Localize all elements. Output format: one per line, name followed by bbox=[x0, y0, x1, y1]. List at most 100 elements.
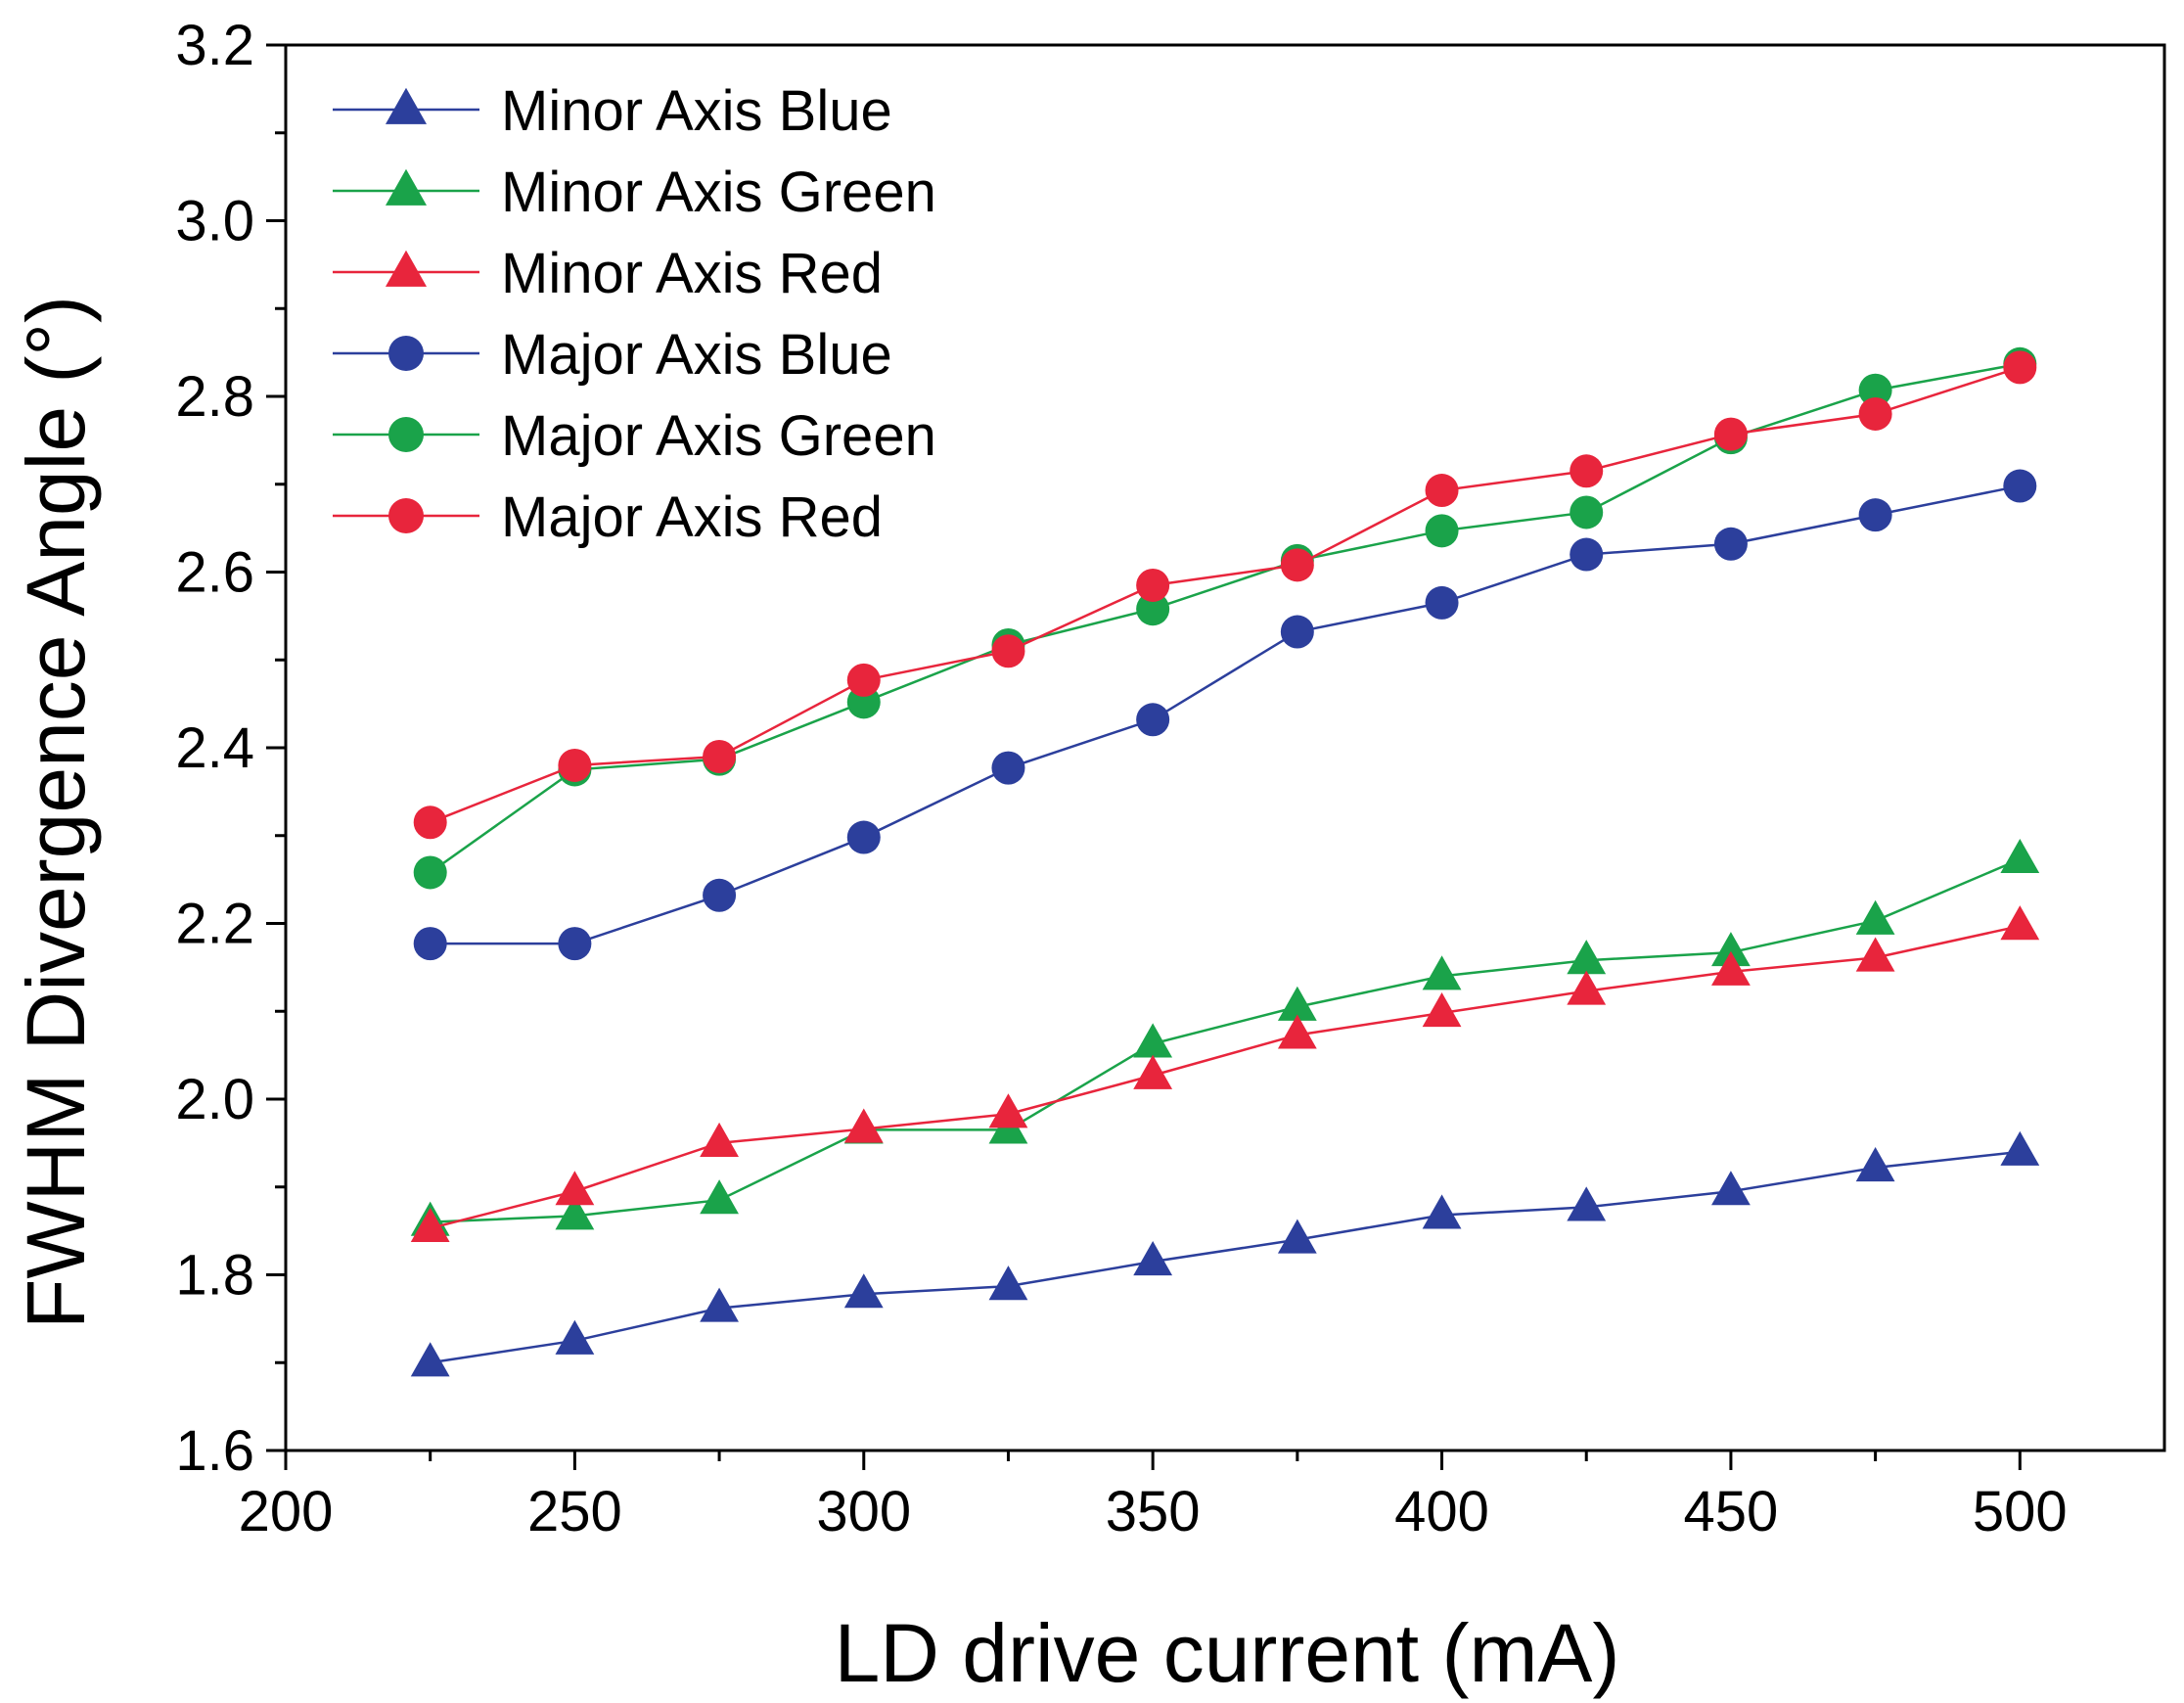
data-point bbox=[1858, 498, 1892, 532]
legend-label: Minor Axis Green bbox=[501, 161, 936, 224]
y-tick-label: 2.2 bbox=[175, 893, 254, 956]
data-point bbox=[1133, 1240, 1173, 1276]
legend-marker bbox=[388, 498, 424, 533]
series-line bbox=[430, 366, 2021, 824]
series-major-axis-red bbox=[413, 350, 2037, 840]
data-point bbox=[846, 820, 881, 854]
data-point bbox=[1711, 1171, 1751, 1206]
data-point bbox=[2000, 905, 2040, 941]
legend-marker bbox=[385, 168, 428, 206]
x-axis-title: LD drive current (mA) bbox=[835, 1607, 1620, 1699]
data-point bbox=[1280, 548, 1314, 582]
data-point bbox=[988, 1266, 1028, 1301]
legend-label: Minor Axis Red bbox=[501, 242, 883, 305]
legend-marker bbox=[388, 417, 424, 452]
series-line bbox=[430, 924, 2021, 1230]
x-tick-label: 400 bbox=[1394, 1480, 1489, 1543]
data-point bbox=[843, 1108, 884, 1143]
x-tick-label: 250 bbox=[527, 1480, 622, 1543]
data-point bbox=[1567, 1186, 1607, 1221]
y-tick-label: 2.6 bbox=[175, 541, 254, 605]
data-point bbox=[1133, 1054, 1173, 1089]
legend-label: Major Axis Green bbox=[501, 404, 936, 468]
data-point bbox=[558, 927, 592, 961]
series-line bbox=[430, 857, 2021, 1223]
y-tick-label: 1.8 bbox=[175, 1244, 254, 1308]
x-tick-label: 200 bbox=[239, 1480, 334, 1543]
data-point bbox=[413, 805, 447, 840]
legend-item: Minor Axis Red bbox=[333, 242, 883, 305]
data-point bbox=[700, 1122, 739, 1157]
data-point bbox=[1567, 970, 1607, 1005]
data-point bbox=[1567, 940, 1607, 975]
data-point bbox=[988, 1093, 1028, 1128]
data-point bbox=[1136, 703, 1170, 737]
data-point bbox=[1855, 1146, 1895, 1182]
y-tick-label: 3.0 bbox=[175, 190, 254, 253]
data-point bbox=[846, 663, 881, 697]
data-point bbox=[1713, 417, 1748, 451]
data-point bbox=[843, 1273, 884, 1309]
y-tick-label: 2.4 bbox=[175, 716, 254, 780]
data-point bbox=[1855, 899, 1895, 935]
data-point bbox=[1711, 950, 1751, 986]
data-point bbox=[555, 1319, 595, 1355]
series-major-axis-blue bbox=[413, 469, 2037, 961]
series-minor-axis-green bbox=[410, 838, 2040, 1236]
data-point bbox=[1422, 1194, 1462, 1229]
data-point bbox=[410, 1207, 450, 1242]
y-tick-label: 2.8 bbox=[175, 365, 254, 429]
series-line bbox=[430, 484, 2021, 945]
series-minor-axis-red bbox=[410, 905, 2040, 1242]
data-point bbox=[703, 739, 737, 773]
y-axis-title: FWHM Divergence Angle (°) bbox=[10, 296, 102, 1329]
data-point bbox=[991, 751, 1025, 785]
data-point bbox=[1280, 615, 1314, 649]
data-point bbox=[2003, 469, 2037, 503]
data-point bbox=[700, 1287, 739, 1322]
data-point bbox=[413, 927, 447, 961]
data-point bbox=[555, 1195, 595, 1230]
data-point bbox=[1422, 955, 1462, 990]
x-tick-label: 500 bbox=[1973, 1480, 2068, 1543]
data-point bbox=[1713, 527, 1748, 561]
data-point bbox=[1425, 585, 1459, 620]
axes: 200 250 300 350 400 450 500 1.6 1.8 2.0 2.2 2.4 2.6 2… bbox=[175, 14, 2166, 1543]
data-point bbox=[1422, 992, 1462, 1028]
legend-item: Minor Axis Green bbox=[333, 161, 936, 224]
y-tick-label: 2.0 bbox=[175, 1068, 254, 1131]
series-layer bbox=[410, 346, 2040, 1377]
data-point bbox=[700, 1179, 739, 1215]
x-tick-label: 300 bbox=[816, 1480, 911, 1543]
data-point bbox=[1136, 568, 1170, 602]
legend-label: Major Axis Red bbox=[501, 485, 883, 549]
data-point bbox=[558, 748, 592, 782]
data-point bbox=[1136, 592, 1170, 626]
legend-item: Major Axis Green bbox=[333, 404, 936, 468]
data-point bbox=[1277, 1014, 1317, 1049]
legend-label: Major Axis Blue bbox=[501, 323, 892, 387]
legend: Minor Axis Blue Minor Axis Green Minor Axi… bbox=[333, 79, 936, 549]
series-minor-axis-blue bbox=[410, 1130, 2040, 1377]
data-point bbox=[1425, 514, 1459, 548]
data-point bbox=[1570, 537, 1604, 572]
data-point bbox=[2003, 350, 2037, 385]
legend-marker bbox=[385, 250, 428, 287]
data-point bbox=[2000, 838, 2040, 874]
data-point bbox=[1858, 396, 1892, 431]
legend-marker bbox=[388, 336, 424, 371]
series-line bbox=[430, 1150, 2021, 1364]
y-tick-label: 1.6 bbox=[175, 1419, 254, 1483]
legend-item: Minor Axis Blue bbox=[333, 79, 892, 143]
data-point bbox=[1425, 474, 1459, 508]
data-point bbox=[1570, 495, 1604, 529]
data-point bbox=[555, 1171, 595, 1206]
legend-label: Minor Axis Blue bbox=[501, 79, 892, 143]
data-point bbox=[991, 634, 1025, 668]
legend-marker bbox=[385, 87, 428, 124]
data-point bbox=[1570, 454, 1604, 488]
data-point bbox=[2000, 1130, 2040, 1166]
data-point bbox=[1855, 937, 1895, 972]
legend-item: Major Axis Red bbox=[333, 485, 883, 549]
